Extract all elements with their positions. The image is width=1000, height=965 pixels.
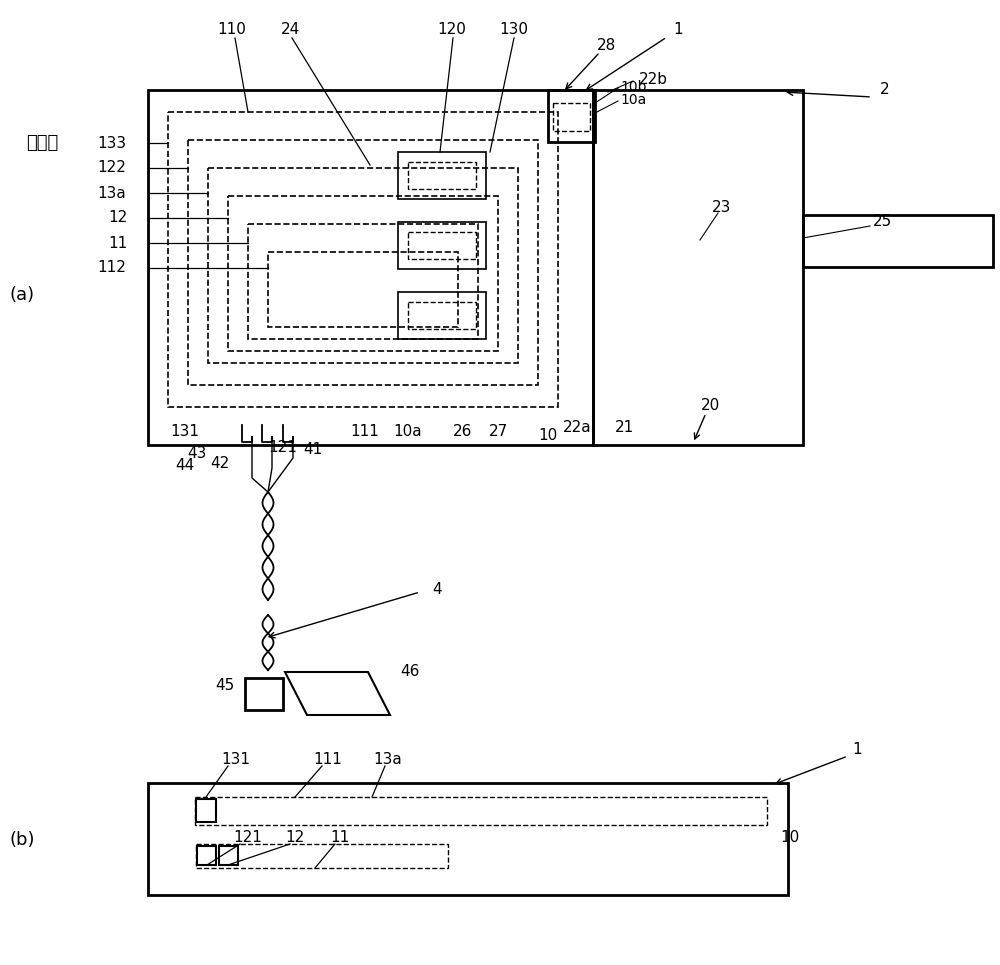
Text: 20: 20: [700, 399, 720, 413]
Text: 41: 41: [303, 443, 323, 457]
Text: 22a: 22a: [563, 421, 591, 435]
Text: 111: 111: [351, 425, 379, 439]
Bar: [245, 678, 283, 710]
Text: 121: 121: [234, 831, 262, 845]
Bar: [188, 140, 538, 385]
Bar: [195, 797, 767, 825]
Bar: [148, 90, 593, 445]
Text: 120: 120: [438, 22, 466, 38]
Text: (a): (a): [9, 286, 35, 304]
Text: 22b: 22b: [639, 72, 668, 88]
Text: 11: 11: [108, 235, 128, 251]
Text: 1: 1: [673, 22, 683, 38]
Text: 2: 2: [880, 82, 890, 97]
Bar: [803, 215, 993, 267]
Bar: [197, 846, 216, 865]
Text: 26: 26: [453, 425, 473, 439]
Bar: [168, 112, 558, 407]
Text: (b): (b): [9, 831, 35, 849]
Text: 10: 10: [538, 427, 558, 443]
Text: 包覆部: 包覆部: [26, 134, 58, 152]
Bar: [398, 292, 486, 339]
Bar: [268, 252, 458, 327]
Bar: [548, 90, 595, 142]
Bar: [196, 799, 216, 822]
Text: 111: 111: [314, 753, 342, 767]
Text: 27: 27: [488, 425, 508, 439]
Text: 4: 4: [432, 583, 442, 597]
Text: 45: 45: [215, 677, 235, 693]
Text: 13a: 13a: [374, 753, 402, 767]
Bar: [408, 232, 476, 259]
Text: 110: 110: [218, 22, 246, 38]
Text: 28: 28: [596, 38, 616, 52]
Text: 10a: 10a: [394, 425, 422, 439]
Text: 1: 1: [852, 742, 862, 758]
Text: 122: 122: [98, 160, 126, 176]
Text: 21: 21: [615, 421, 635, 435]
Bar: [408, 162, 476, 189]
Bar: [148, 783, 788, 895]
Bar: [398, 152, 486, 199]
Text: 46: 46: [400, 665, 419, 679]
Text: 13a: 13a: [98, 185, 126, 201]
Text: 11: 11: [330, 831, 350, 845]
Bar: [593, 90, 803, 445]
Text: 44: 44: [175, 457, 195, 473]
Text: 24: 24: [280, 22, 300, 38]
Text: 23: 23: [712, 201, 732, 215]
Text: 12: 12: [108, 210, 128, 226]
Text: 131: 131: [170, 425, 200, 439]
Bar: [208, 168, 518, 363]
Text: 10: 10: [780, 831, 800, 845]
Bar: [228, 196, 498, 351]
Text: 25: 25: [873, 214, 893, 230]
Bar: [408, 302, 476, 329]
Bar: [398, 222, 486, 269]
Text: 42: 42: [210, 455, 230, 471]
Text: 10a: 10a: [620, 93, 646, 107]
Text: 130: 130: [500, 22, 528, 38]
Text: 43: 43: [187, 446, 207, 460]
Text: 121: 121: [269, 439, 297, 455]
Bar: [553, 103, 590, 131]
Bar: [248, 224, 478, 339]
Text: 133: 133: [97, 135, 127, 151]
Text: 12: 12: [285, 831, 305, 845]
Text: 10b: 10b: [620, 80, 646, 94]
Text: 112: 112: [98, 261, 126, 275]
Bar: [219, 846, 238, 865]
Bar: [196, 844, 448, 868]
Text: 131: 131: [222, 753, 250, 767]
